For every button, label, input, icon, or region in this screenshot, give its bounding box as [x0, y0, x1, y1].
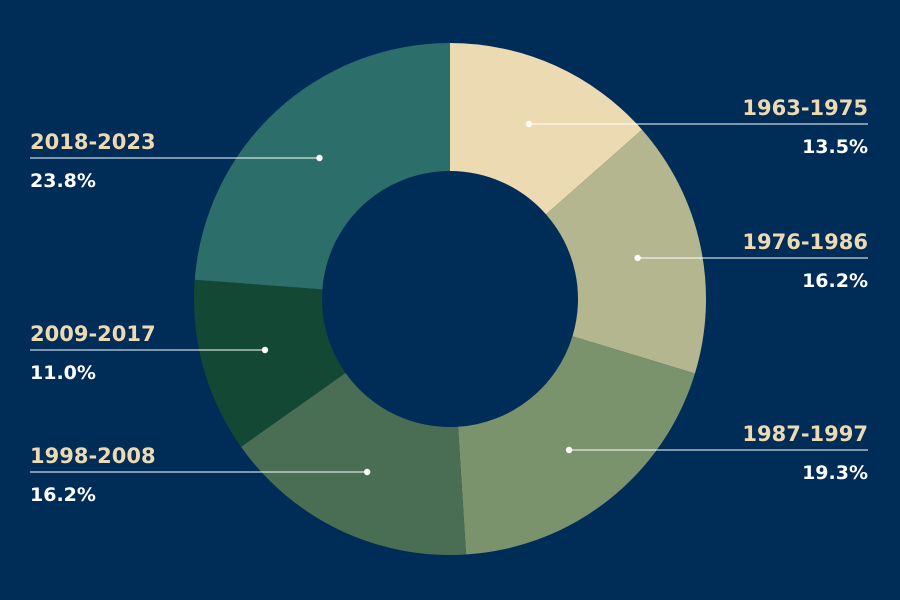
slice-1987-1997 — [458, 336, 695, 555]
slice-value: 13.5% — [802, 136, 868, 158]
slice-label: 1987-1997 — [742, 422, 868, 446]
donut-slices — [194, 43, 706, 555]
slice-label: 2009-2017 — [30, 322, 156, 346]
label-group-2009-2017: 2009-2017 11.0% — [30, 322, 269, 384]
slice-value: 16.2% — [802, 270, 868, 292]
slice-label: 2018-2023 — [30, 130, 156, 154]
leader-dot — [525, 120, 533, 128]
leader-dot — [634, 254, 641, 262]
slice-value: 19.3% — [802, 462, 868, 484]
leader-dot — [565, 446, 573, 454]
label-group-1998-2008: 1998-2008 16.2% — [30, 444, 371, 506]
label-group-1976-1986: 1976-1986 16.2% — [634, 230, 868, 292]
slice-1976-1986 — [546, 129, 706, 374]
slice-label: 1976-1986 — [742, 230, 868, 254]
slice-labels: 1963-1975 13.5% 1976-1986 16.2% 1987-1997 19.… — [30, 96, 868, 506]
leader-dot — [316, 154, 323, 162]
slice-1963-1975 — [450, 43, 643, 215]
slice-1998-2008 — [241, 372, 467, 555]
slice-value: 11.0% — [30, 362, 96, 384]
label-group-2018-2023: 2018-2023 23.8% — [30, 130, 323, 192]
leader-dot — [363, 468, 371, 476]
slice-label: 1963-1975 — [742, 96, 868, 120]
slice-2018-2023 — [194, 43, 450, 290]
label-group-1963-1975: 1963-1975 13.5% — [525, 96, 868, 158]
slice-2009-2017 — [194, 279, 346, 447]
label-group-1987-1997: 1987-1997 19.3% — [565, 422, 868, 484]
leader-dot — [261, 346, 269, 354]
slice-label: 1998-2008 — [30, 444, 156, 468]
slice-value: 23.8% — [30, 170, 96, 192]
slice-value: 16.2% — [30, 484, 96, 506]
